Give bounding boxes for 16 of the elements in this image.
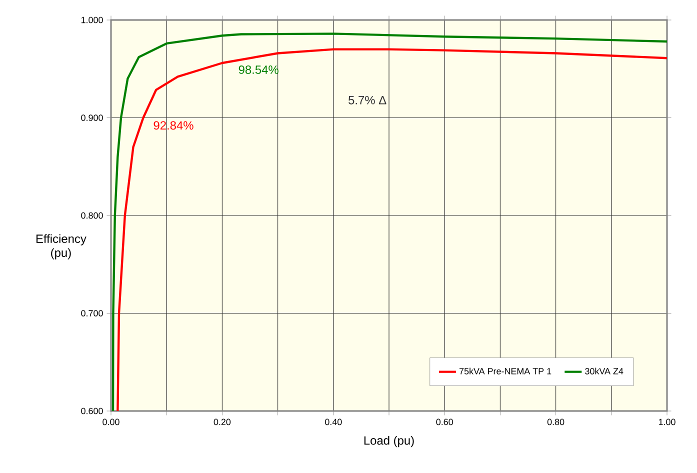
- x-tick-label: 0.60: [436, 418, 453, 426]
- y-tick-label: 0.700: [81, 310, 103, 316]
- x-tick-label: 1.00: [658, 418, 676, 426]
- y-tick-label: 0.900: [81, 114, 103, 121]
- x-tick-label: 0.20: [214, 418, 231, 426]
- y-tick-label: 0.800: [81, 212, 103, 219]
- annotation: 5.7% Δ: [348, 96, 386, 104]
- x-tick-label: 0.00: [102, 418, 120, 426]
- legend-label: 75kVA Pre-NEMA TP 1: [460, 368, 552, 374]
- legend-label: 30kVA Z4: [585, 368, 624, 374]
- y-axis-title: Efficiency (pu): [36, 234, 86, 260]
- y-tick-label: 0.600: [81, 408, 103, 414]
- x-axis-title: Load (pu): [364, 436, 414, 448]
- x-tick-label: 0.80: [547, 418, 564, 426]
- y-tick-label: 1.000: [81, 16, 103, 24]
- x-tick-label: 0.40: [325, 418, 342, 426]
